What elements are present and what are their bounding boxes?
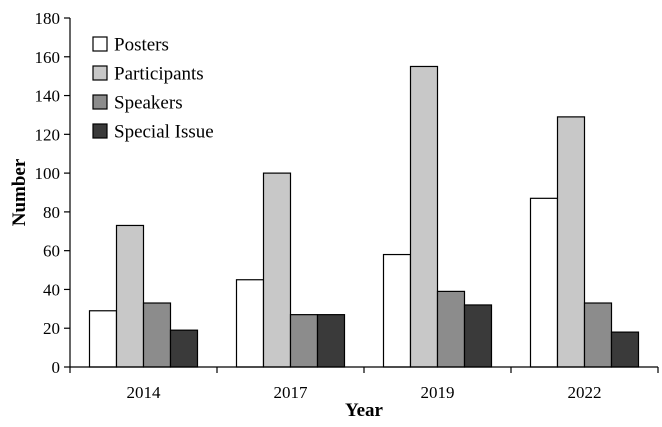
y-tick-label: 0 (52, 358, 61, 377)
legend: Posters Participants Speakers Special Issue (92, 35, 214, 143)
bar-posters-2019 (382, 253, 412, 368)
y-tick-label: 120 (35, 125, 61, 144)
bar-participants-2019 (409, 65, 439, 368)
x-axis-ticks: 2014 2017 2019 2022 (69, 367, 659, 402)
y-tick-label: 160 (35, 48, 61, 67)
legend-swatch (92, 65, 108, 81)
y-tick-label: 20 (43, 319, 60, 338)
legend-swatch (92, 94, 108, 110)
legend-label: Special Issue (114, 122, 214, 143)
bar-special-issue-2014 (169, 329, 199, 368)
y-tick-label: 60 (43, 242, 60, 261)
y-axis-title: Number (9, 158, 30, 226)
bar-special-issue-2017 (316, 314, 346, 368)
x-axis-title: Year (345, 400, 384, 421)
legend-label: Posters (114, 35, 169, 56)
y-tick-label: 40 (43, 280, 60, 299)
bar-speakers-2014 (142, 302, 172, 368)
x-tick-label: 2022 (568, 383, 602, 402)
bar-participants-2014 (115, 224, 145, 368)
y-tick-label: 140 (35, 87, 61, 106)
x-tick-label: 2017 (274, 383, 309, 402)
bar-participants-2022 (556, 116, 586, 368)
y-tick-label: 80 (43, 203, 60, 222)
bar-speakers-2017 (289, 314, 319, 368)
y-tick-label: 180 (35, 9, 61, 28)
bar-speakers-2022 (583, 302, 613, 368)
bar-posters-2022 (529, 197, 559, 368)
legend-label: Speakers (114, 93, 183, 114)
bar-posters-2014 (88, 310, 118, 368)
legend-label: Participants (114, 64, 204, 85)
y-tick-label: 100 (35, 164, 61, 183)
bar-participants-2017 (262, 172, 292, 368)
bar-posters-2017 (235, 279, 265, 368)
x-tick-label: 2014 (127, 383, 162, 402)
y-axis-ticks: 0 20 40 60 80 100 120 140 160 180 (35, 9, 70, 377)
legend-swatch (92, 36, 108, 52)
bar-speakers-2019 (436, 290, 466, 368)
legend-swatch (92, 123, 108, 139)
bar-special-issue-2022 (610, 331, 640, 368)
x-tick-label: 2019 (421, 383, 455, 402)
bar-special-issue-2019 (463, 304, 493, 368)
